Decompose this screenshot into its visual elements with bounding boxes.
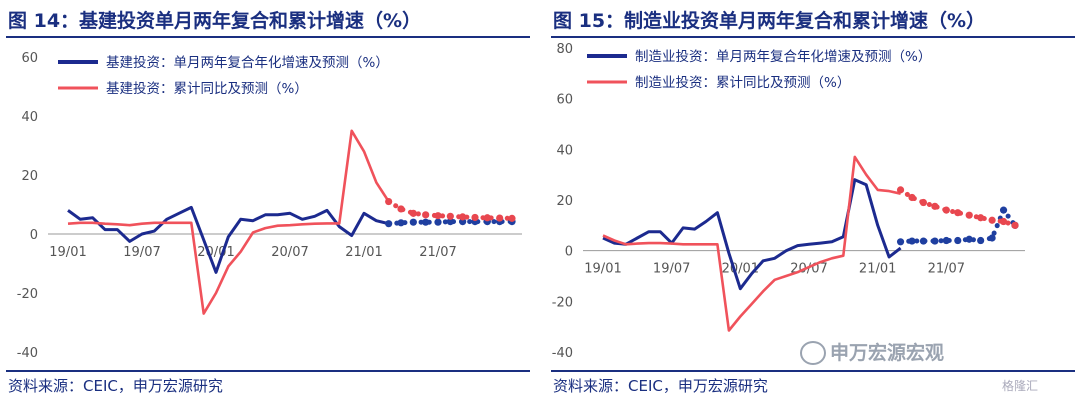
forecast-point — [942, 206, 950, 214]
forecast-point — [965, 211, 973, 219]
y-tick-label: -20 — [17, 287, 38, 302]
chart-source: 资料来源：CEIC，申万宏源研究 — [8, 377, 223, 395]
forecast-point — [954, 236, 962, 245]
y-tick-label: 20 — [556, 194, 573, 209]
chart-panel-right: 图 15：制造业投资单月两年复合和累计增速（%） -40 -20 0 20 40 60 80… — [545, 0, 1075, 402]
y-tick-label: 40 — [556, 143, 573, 158]
chart-source: 资料来源：CEIC，申万宏源研究 — [553, 377, 768, 395]
y-tick-label: -40 — [17, 346, 38, 361]
y-tick-label: 60 — [556, 93, 573, 108]
source-rule — [551, 370, 1075, 372]
forecast-line-red — [898, 187, 1018, 228]
y-tick-label: -20 — [552, 295, 573, 310]
wechat-icon — [800, 341, 826, 365]
forecast-point — [496, 214, 504, 222]
forecast-point — [397, 219, 405, 227]
forecast-point — [977, 236, 985, 245]
chart-title: 图 15：制造业投资单月两年复合和累计增速（%） — [553, 10, 986, 32]
x-tick-label: 21/07 — [928, 262, 965, 277]
forecast-point — [988, 234, 996, 242]
forecast-point — [896, 186, 905, 194]
y-tick-label: 0 — [30, 228, 38, 243]
title-rule — [6, 36, 530, 38]
y-tick-label: 40 — [21, 110, 38, 125]
forecast-point — [919, 237, 928, 245]
x-tick-label: 20/01 — [722, 262, 759, 277]
y-tick-label: 0 — [565, 245, 573, 260]
x-tick-label: 21/07 — [419, 245, 456, 260]
forecast-point — [422, 211, 430, 219]
forecast-point — [434, 218, 442, 226]
series-line-navy — [67, 205, 390, 274]
chart-svg-right: -40 -20 0 20 40 60 80 19/01 19/07 20/01 20/07 21/01… — [552, 42, 1025, 361]
watermark-text: 申万宏源宏观 — [830, 342, 945, 364]
x-tick-label: 20/01 — [197, 245, 234, 260]
forecast-point — [931, 237, 939, 245]
forecast-point — [471, 213, 479, 222]
forecast-point — [908, 237, 916, 245]
y-tick-label: 60 — [21, 51, 38, 66]
series-line-navy — [602, 178, 902, 291]
forecast-point — [385, 197, 393, 206]
x-tick-label: 20/07 — [271, 245, 308, 260]
chart-panel-left: 图 14：基建投资单月两年复合和累计增速（%） -40 -20 0 20 40 60 19/… — [0, 0, 530, 402]
forecast-point — [931, 202, 939, 210]
x-tick-label: 20/07 — [790, 262, 827, 277]
legend-label: 基建投资：单月两年复合年化增速及预测（%） — [106, 54, 389, 71]
legend-label: 制造业投资：单月两年复合年化增速及预测（%） — [635, 48, 931, 65]
x-tick-label: 19/07 — [653, 262, 690, 277]
watermark-secondary: 格隆汇 — [1002, 379, 1039, 393]
forecast-point — [942, 236, 950, 245]
x-tick-label: 19/01 — [584, 262, 621, 277]
title-rule — [551, 36, 1075, 38]
forecast-point — [1011, 221, 1019, 229]
forecast-point — [459, 213, 467, 221]
source-rule — [6, 370, 530, 372]
forecast-point — [397, 205, 405, 213]
forecast-point — [508, 214, 516, 222]
forecast-point — [409, 209, 417, 217]
forecast-point — [999, 206, 1008, 214]
x-tick-label: 19/07 — [123, 245, 160, 260]
forecast-point — [434, 212, 442, 220]
x-tick-label: 21/01 — [859, 262, 896, 277]
x-tick-label: 21/01 — [345, 245, 382, 260]
forecast-point — [385, 220, 393, 228]
forecast-point — [409, 218, 417, 226]
forecast-point — [999, 217, 1008, 226]
series-line-red — [602, 155, 901, 332]
y-tick-label: 80 — [556, 42, 573, 57]
y-tick-label: 20 — [21, 169, 38, 184]
forecast-point — [954, 209, 962, 217]
forecast-point — [896, 238, 905, 246]
forecast-point — [446, 212, 454, 220]
series-line-red — [67, 129, 390, 315]
forecast-point — [446, 218, 454, 226]
legend-label: 基建投资：累计同比及预测（%） — [106, 80, 308, 97]
x-tick-label: 19/01 — [49, 245, 86, 260]
forecast-point — [908, 193, 916, 202]
forecast-point — [919, 198, 928, 207]
forecast-point — [988, 216, 996, 224]
chart-svg-left: -40 -20 0 20 40 60 19/01 19/07 20/01 20/07 21/01 21… — [17, 51, 522, 361]
forecast-point — [965, 235, 973, 243]
y-tick-label: -40 — [552, 346, 573, 361]
forecast-point — [483, 214, 491, 222]
legend-label: 制造业投资：累计同比及预测（%） — [635, 75, 850, 91]
forecast-point — [422, 218, 430, 226]
chart-title: 图 14：基建投资单月两年复合和累计增速（%） — [8, 10, 422, 32]
forecast-point — [977, 214, 985, 222]
